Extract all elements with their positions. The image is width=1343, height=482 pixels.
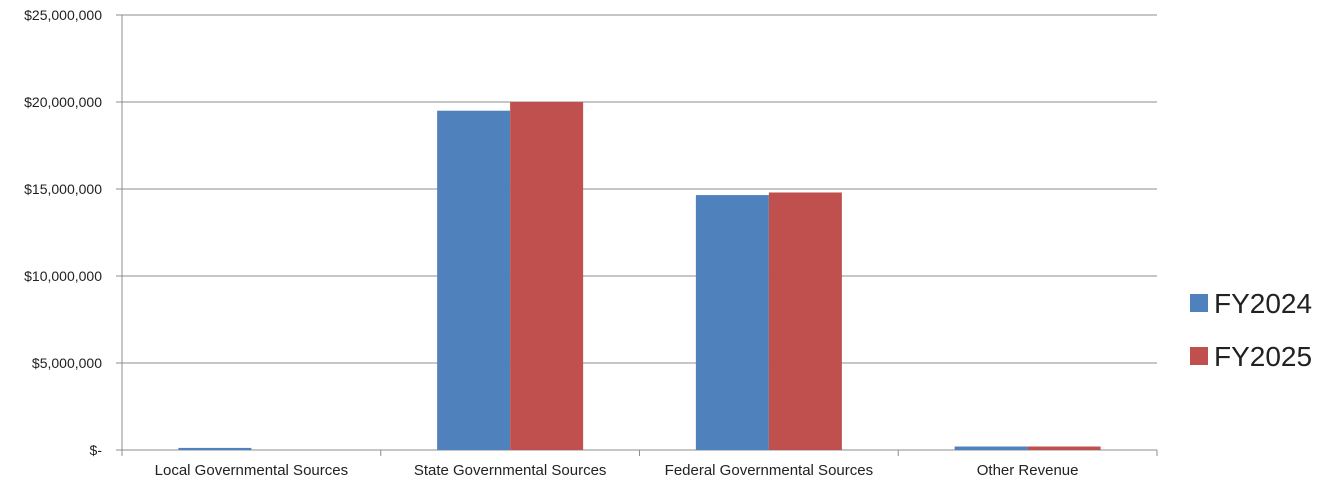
- axes: [116, 14, 1158, 456]
- legend-swatch-fy2025: [1190, 347, 1208, 365]
- legend-label-fy2024: FY2024: [1214, 288, 1312, 319]
- y-tick-label: $25,000,000: [24, 7, 102, 23]
- bar-fy2025-2: [768, 192, 842, 451]
- y-tick-labels: $- $5,000,000 $10,000,000 $15,000,000 $20,00…: [24, 7, 102, 458]
- x-category-label: State Governmental Sources: [414, 462, 607, 479]
- legend: FY2024 FY2025: [1190, 288, 1312, 372]
- x-category-label: Local Governmental Sources: [155, 462, 348, 479]
- legend-label-fy2025: FY2025: [1214, 341, 1312, 372]
- y-tick-label: $15,000,000: [24, 181, 102, 197]
- legend-swatch-fy2024: [1190, 294, 1208, 312]
- y-tick-label: $5,000,000: [32, 355, 102, 371]
- y-tick-label: $10,000,000: [24, 268, 102, 284]
- gridlines: [122, 14, 1157, 364]
- y-tick-label: $-: [90, 442, 103, 458]
- bars: [178, 102, 1101, 451]
- bar-fy2024-2: [695, 195, 769, 450]
- bar-fy2024-1: [437, 110, 511, 450]
- x-category-labels: Local Governmental Sources State Governme…: [155, 462, 1079, 479]
- bar-fy2024-3: [954, 446, 1028, 450]
- x-category-label: Federal Governmental Sources: [665, 462, 873, 479]
- x-category-label: Other Revenue: [977, 462, 1079, 479]
- bar-fy2024-0: [178, 447, 252, 450]
- bar-fy2025-1: [510, 102, 584, 450]
- y-tick-label: $20,000,000: [24, 94, 102, 110]
- bar-fy2025-3: [1027, 446, 1101, 450]
